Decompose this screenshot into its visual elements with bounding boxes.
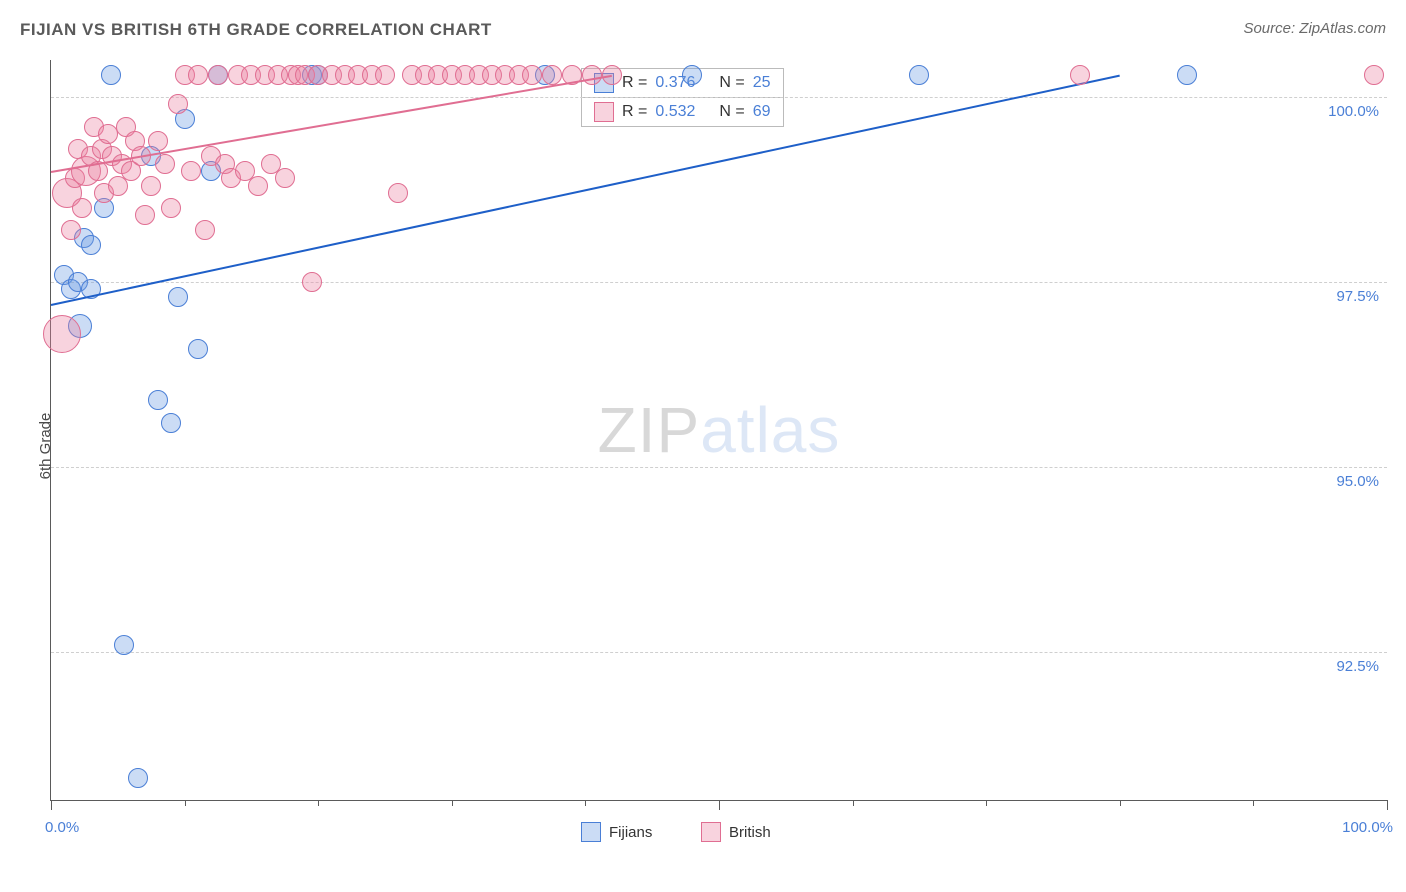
data-point-british <box>168 94 188 114</box>
data-point-fijians <box>148 390 168 410</box>
n-value-fijians: 25 <box>753 74 771 92</box>
data-point-british <box>135 205 155 225</box>
legend-swatch-british <box>594 102 614 122</box>
x-tick-minor <box>452 800 453 806</box>
x-tick-minor <box>585 800 586 806</box>
x-tick-minor <box>185 800 186 806</box>
x-tick-minor <box>1120 800 1121 806</box>
data-point-british <box>1070 65 1090 85</box>
data-point-british <box>248 176 268 196</box>
x-legend-fijians: Fijians <box>581 822 652 842</box>
data-point-british <box>388 183 408 203</box>
data-point-british <box>302 272 322 292</box>
y-tick-label: 95.0% <box>1336 473 1379 490</box>
watermark-part2: atlas <box>700 394 840 466</box>
x-tick-minor <box>853 800 854 806</box>
data-point-british <box>208 65 228 85</box>
data-point-british <box>1364 65 1384 85</box>
y-tick-label: 97.5% <box>1336 288 1379 305</box>
data-point-british <box>542 65 562 85</box>
x-axis-min-label: 0.0% <box>45 819 79 836</box>
data-point-british <box>43 315 81 353</box>
n-prefix: N = <box>719 103 744 121</box>
chart-container: FIJIAN VS BRITISH 6TH GRADE CORRELATION … <box>0 0 1406 892</box>
data-point-british <box>181 161 201 181</box>
y-tick-label: 92.5% <box>1336 658 1379 675</box>
data-point-british <box>195 220 215 240</box>
data-point-fijians <box>81 235 101 255</box>
data-point-british <box>155 154 175 174</box>
data-point-british <box>148 131 168 151</box>
data-point-fijians <box>188 339 208 359</box>
data-point-fijians <box>1177 65 1197 85</box>
gridline <box>51 282 1387 283</box>
x-tick-minor <box>318 800 319 806</box>
gridline <box>51 97 1387 98</box>
data-point-fijians <box>114 635 134 655</box>
data-point-fijians <box>168 287 188 307</box>
data-point-fijians <box>128 768 148 788</box>
data-point-fijians <box>682 65 702 85</box>
watermark: ZIPatlas <box>598 393 841 467</box>
data-point-british <box>188 65 208 85</box>
r-prefix: R = <box>622 103 647 121</box>
r-prefix: R = <box>622 74 647 92</box>
gridline <box>51 467 1387 468</box>
n-prefix: N = <box>719 74 744 92</box>
x-legend-label-british: British <box>729 824 771 841</box>
x-legend-british: British <box>701 822 771 842</box>
x-tick-major <box>1387 800 1388 810</box>
x-legend-swatch-fijians <box>581 822 601 842</box>
n-value-british: 69 <box>753 103 771 121</box>
data-point-british <box>161 198 181 218</box>
source-attribution: Source: ZipAtlas.com <box>1243 20 1386 37</box>
x-tick-major <box>51 800 52 810</box>
data-point-british <box>141 176 161 196</box>
data-point-british <box>275 168 295 188</box>
x-tick-minor <box>986 800 987 806</box>
legend-stats-british: R = 0.532 N = 69 <box>581 98 784 127</box>
x-legend-swatch-british <box>701 822 721 842</box>
x-legend-label-fijians: Fijians <box>609 824 652 841</box>
plot-area: ZIPatlas R = 0.376 N = 25 R = 0.532 N = … <box>50 60 1387 801</box>
data-point-fijians <box>101 65 121 85</box>
data-point-british <box>61 220 81 240</box>
data-point-fijians <box>909 65 929 85</box>
x-tick-minor <box>1253 800 1254 806</box>
gridline <box>51 652 1387 653</box>
y-tick-label: 100.0% <box>1328 103 1379 120</box>
chart-title: FIJIAN VS BRITISH 6TH GRADE CORRELATION … <box>20 20 492 40</box>
data-point-british <box>72 198 92 218</box>
data-point-british <box>522 65 542 85</box>
r-value-british: 0.532 <box>655 103 695 121</box>
data-point-british <box>375 65 395 85</box>
watermark-part1: ZIP <box>598 394 701 466</box>
data-point-british <box>582 65 602 85</box>
x-axis-max-label: 100.0% <box>1342 819 1393 836</box>
data-point-fijians <box>161 413 181 433</box>
x-tick-major <box>719 800 720 810</box>
